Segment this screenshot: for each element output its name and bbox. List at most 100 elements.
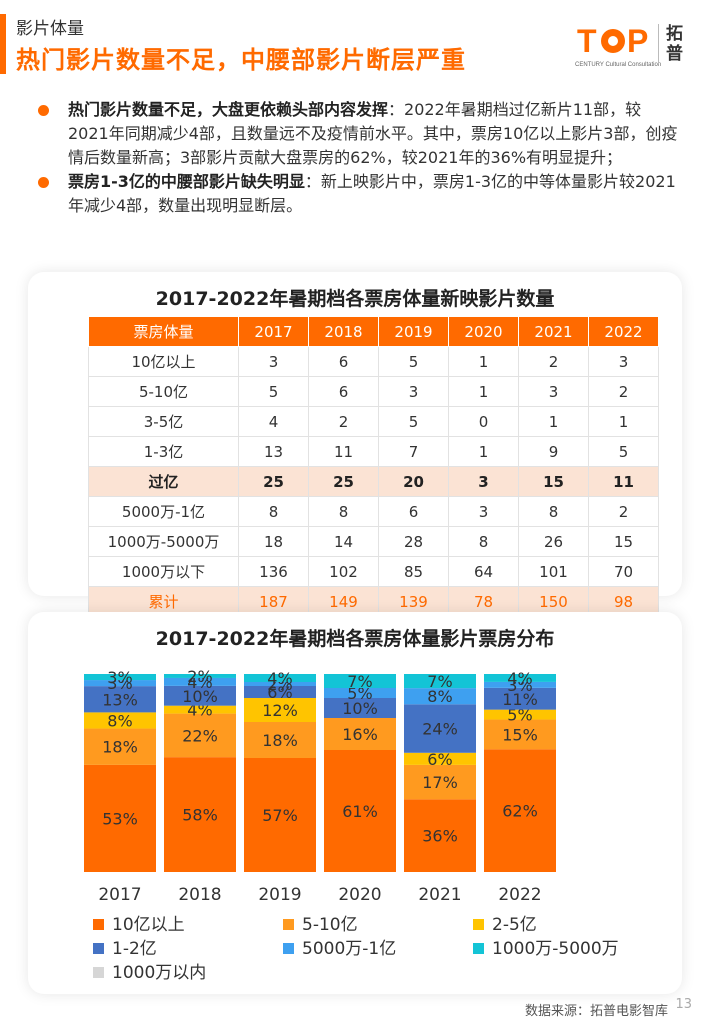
data-label: 62%: [502, 802, 538, 821]
bullet-item: 热门影片数量不足，大盘更依赖头部内容发挥：2022年暑期档过亿新片11部，较20…: [38, 98, 678, 170]
bar-segment: [484, 674, 556, 682]
bar-segment: [404, 674, 476, 689]
bar-segment: [244, 722, 316, 758]
table-body: 10亿以上 3 6 5 1 2 3 5-10亿 5 6 3 1 3 2 3-5亿 4 2 5 0 1 1 1-3亿 13 11…: [88, 346, 659, 617]
table-cell: 139: [378, 586, 449, 617]
table-cell: 70: [588, 556, 659, 587]
bar-segment: [164, 677, 236, 686]
table-cell: 20: [378, 466, 449, 497]
stacked-bar-chart: 53%18%8%13%3%3%201758%22%4%10%4%2%201857…: [84, 667, 556, 905]
bar-segment: [164, 705, 236, 714]
bar-segment: [164, 713, 236, 758]
bar-segment: [164, 674, 236, 678]
data-label: 15%: [502, 725, 538, 744]
table-row: 1-3亿 13 11 7 1 9 5: [88, 436, 659, 467]
data-label: 8%: [107, 711, 132, 730]
chart-card: 2017-2022年暑期档各票房体量影片票房分布 53% 18% 8% 13% 3% 3%…: [28, 612, 682, 994]
table-cell: 18: [238, 526, 309, 557]
data-label: 10%: [342, 699, 378, 718]
table-cell: 5: [588, 436, 659, 467]
data-label: 10%: [182, 687, 218, 706]
x-tick-label: 2021: [418, 885, 461, 905]
bar-segment: [84, 686, 156, 713]
table-row: 累计 187 149 139 78 150 98: [88, 586, 659, 617]
legend-item: 5-10亿: [283, 914, 358, 936]
legend-swatch: [473, 942, 484, 954]
film-count-table: 票房体量 2017 2018 2019 2020 2021 2022 10亿以上 3 6 5 1 2 3…: [88, 316, 659, 617]
data-label: 7%: [347, 672, 372, 691]
bar-segment: [404, 704, 476, 753]
table-title: 2017-2022年暑期档各票房体量新映影片数量: [155, 288, 555, 310]
table-cell: 0: [448, 406, 519, 437]
table-cell: 136: [238, 556, 309, 587]
bar-segment: [324, 750, 396, 872]
row-label: 10亿以上: [88, 346, 239, 377]
bar-segment: [324, 688, 396, 698]
data-label: 36%: [422, 827, 458, 846]
bar-segment: [484, 681, 556, 688]
table-cell: 64: [448, 556, 519, 587]
data-label: 61%: [342, 802, 378, 821]
data-label: 22%: [182, 726, 218, 745]
bullet-text: ：2022年暑期档过亿新片11部，较2021年同期减少4部，且数量远不及疫情前水…: [68, 100, 678, 167]
bar-segment: [84, 712, 156, 729]
legend-label: 5-10亿: [302, 915, 358, 935]
section-subtitle: 影片体量: [16, 19, 84, 39]
x-tick-label: 2022: [498, 885, 541, 905]
bar-segment: [484, 709, 556, 720]
company-logo: T P CENTURY Cultural Consultation: [575, 22, 695, 70]
table-cell: 25: [238, 466, 309, 497]
legend-swatch: [93, 942, 104, 954]
table-cell: 8: [308, 496, 379, 527]
table-row: 过亿 25 25 20 3 15 11: [88, 466, 659, 497]
bullet-item: 票房1-3亿的中腰部影片缺失明显：新上映影片中，票房1-3亿的中等体量影片较20…: [38, 170, 678, 218]
data-label: 17%: [422, 773, 458, 792]
row-label: 过亿: [88, 466, 239, 497]
bar-segment: [84, 764, 156, 872]
table-cell: 2: [518, 346, 589, 377]
bar-segment: [324, 674, 396, 688]
data-label: 8%: [427, 687, 452, 706]
table-cell: 187: [238, 586, 309, 617]
bar-segment: [324, 718, 396, 750]
legend-label: 1-2亿: [112, 939, 157, 959]
table-cell: 2: [588, 496, 659, 527]
data-label: 12%: [262, 701, 298, 720]
header-cell-category: 票房体量: [88, 316, 239, 347]
data-label: 16%: [342, 725, 378, 744]
header-cell-year: 2022: [588, 316, 659, 347]
table-cell: 4: [238, 406, 309, 437]
bullet-heading: 票房1-3亿的中腰部影片缺失明显: [68, 172, 305, 191]
legend-swatch: [283, 942, 294, 954]
bar-segment: [484, 687, 556, 710]
table-cell: 9: [518, 436, 589, 467]
row-label: 累计: [88, 586, 239, 617]
table-row: 3-5亿 4 2 5 0 1 1: [88, 406, 659, 437]
row-label: 1000万以下: [88, 556, 239, 587]
data-source: 数据来源：拓普电影智库: [524, 1004, 668, 1019]
table-cell: 85: [378, 556, 449, 587]
table-cell: 98: [588, 586, 659, 617]
table-cell: 7: [378, 436, 449, 467]
svg-text:CENTURY Cultural Consultation: CENTURY Cultural Consultation: [575, 62, 661, 68]
table-cell: 5: [378, 406, 449, 437]
table-cell: 1: [448, 436, 519, 467]
bar-segment: [244, 698, 316, 722]
data-label: 3%: [107, 668, 132, 687]
row-label: 1-3亿: [88, 436, 239, 467]
row-label: 1000万-5000万: [88, 526, 239, 557]
data-label: 13%: [102, 690, 138, 709]
x-tick-label: 2017: [98, 885, 141, 905]
table-row: 1000万-5000万 18 14 28 8 26 15: [88, 526, 659, 557]
legend-item: 1000万以内: [93, 962, 206, 984]
chart-title: 2017-2022年暑期档各票房体量影片票房分布: [155, 628, 555, 650]
legend-label: 10亿以上: [112, 915, 185, 935]
table-cell: 3: [378, 376, 449, 407]
legend-label: 2-5亿: [492, 915, 537, 935]
row-label: 5000万-1亿: [88, 496, 239, 527]
table-cell: 11: [308, 436, 379, 467]
bar-segment: [404, 764, 476, 800]
table-cell: 2: [308, 406, 379, 437]
data-label: 5%: [347, 684, 372, 703]
table-row: 1000万以下 136 102 85 64 101 70: [88, 556, 659, 587]
